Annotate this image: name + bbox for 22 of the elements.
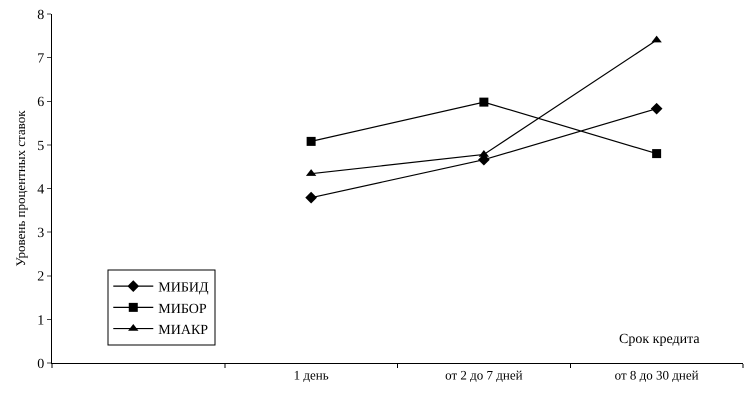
point (479, 98, 488, 107)
y-tick-label: 1 (37, 313, 44, 328)
y-tick-label: 3 (37, 226, 44, 242)
legend-label: МИБОР (158, 302, 207, 317)
x-tick-label: от 8 до 30 дней (614, 368, 699, 383)
legend-label: МИАКР (158, 323, 208, 338)
point (652, 149, 662, 158)
y-tick-label: 5 (37, 138, 44, 154)
y-tick-label: 8 (37, 8, 44, 23)
point (305, 192, 317, 204)
y-tick-label: 7 (37, 52, 44, 67)
y-tick-label: 2 (37, 270, 44, 285)
point (306, 136, 316, 146)
y-axis-title: Уровень процентных ставок (13, 110, 28, 267)
x-tick-label: 1 день (294, 368, 329, 383)
y-tick-label: 4 (37, 182, 44, 198)
legend-label: МИБИД (158, 280, 209, 296)
y-tick-label: 0 (37, 356, 44, 372)
x-axis-title: Срок кредита (619, 332, 700, 347)
point (650, 102, 662, 115)
x-tick-label: от 2 до 7 дней (445, 368, 523, 383)
y-tick-label: 6 (37, 95, 44, 110)
